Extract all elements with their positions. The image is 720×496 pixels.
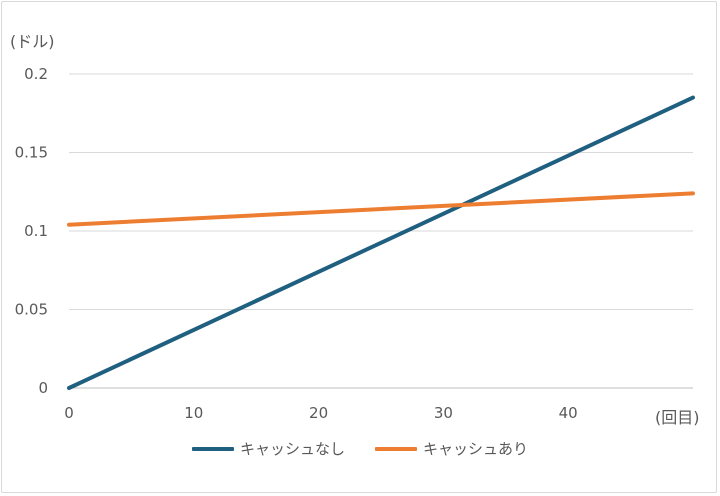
y-tick-labels: 0 0.05 0.1 0.15 0.2 bbox=[15, 65, 48, 397]
gridlines bbox=[69, 73, 693, 389]
legend-label-with-cache: キャッシュあり bbox=[423, 440, 529, 458]
x-axis-title: (回目) bbox=[655, 408, 700, 427]
y-axis-title: (ドル) bbox=[10, 32, 55, 51]
legend: キャッシュなし キャッシュあり bbox=[0, 438, 720, 459]
x-tick-label: 40 bbox=[559, 404, 578, 422]
legend-swatch-no-cache bbox=[191, 446, 234, 451]
y-tick-label: 0.05 bbox=[15, 301, 48, 319]
y-tick-label: 0.1 bbox=[24, 222, 48, 240]
x-tick-label: 10 bbox=[184, 404, 203, 422]
line-chart: 0 0.05 0.1 0.15 0.2 0 10 20 30 40 (ドル) (回目) bbox=[10, 32, 700, 427]
legend-label-no-cache: キャッシュなし bbox=[239, 440, 345, 458]
x-tick-labels: 0 10 20 30 40 bbox=[64, 404, 578, 422]
x-tick-label: 30 bbox=[434, 404, 453, 422]
legend-item-no-cache: キャッシュなし bbox=[191, 438, 345, 459]
x-tick-label: 20 bbox=[309, 404, 328, 422]
legend-item-with-cache: キャッシュあり bbox=[375, 438, 528, 459]
y-tick-label: 0 bbox=[38, 379, 48, 397]
series-line-with-cache bbox=[67, 191, 695, 227]
y-tick-label: 0.2 bbox=[24, 65, 48, 83]
series-line-no-cache bbox=[67, 95, 695, 390]
y-tick-label: 0.15 bbox=[15, 144, 48, 162]
legend-swatch-with-cache bbox=[375, 446, 417, 451]
x-tick-label: 0 bbox=[64, 404, 74, 422]
series-lines bbox=[67, 95, 695, 390]
